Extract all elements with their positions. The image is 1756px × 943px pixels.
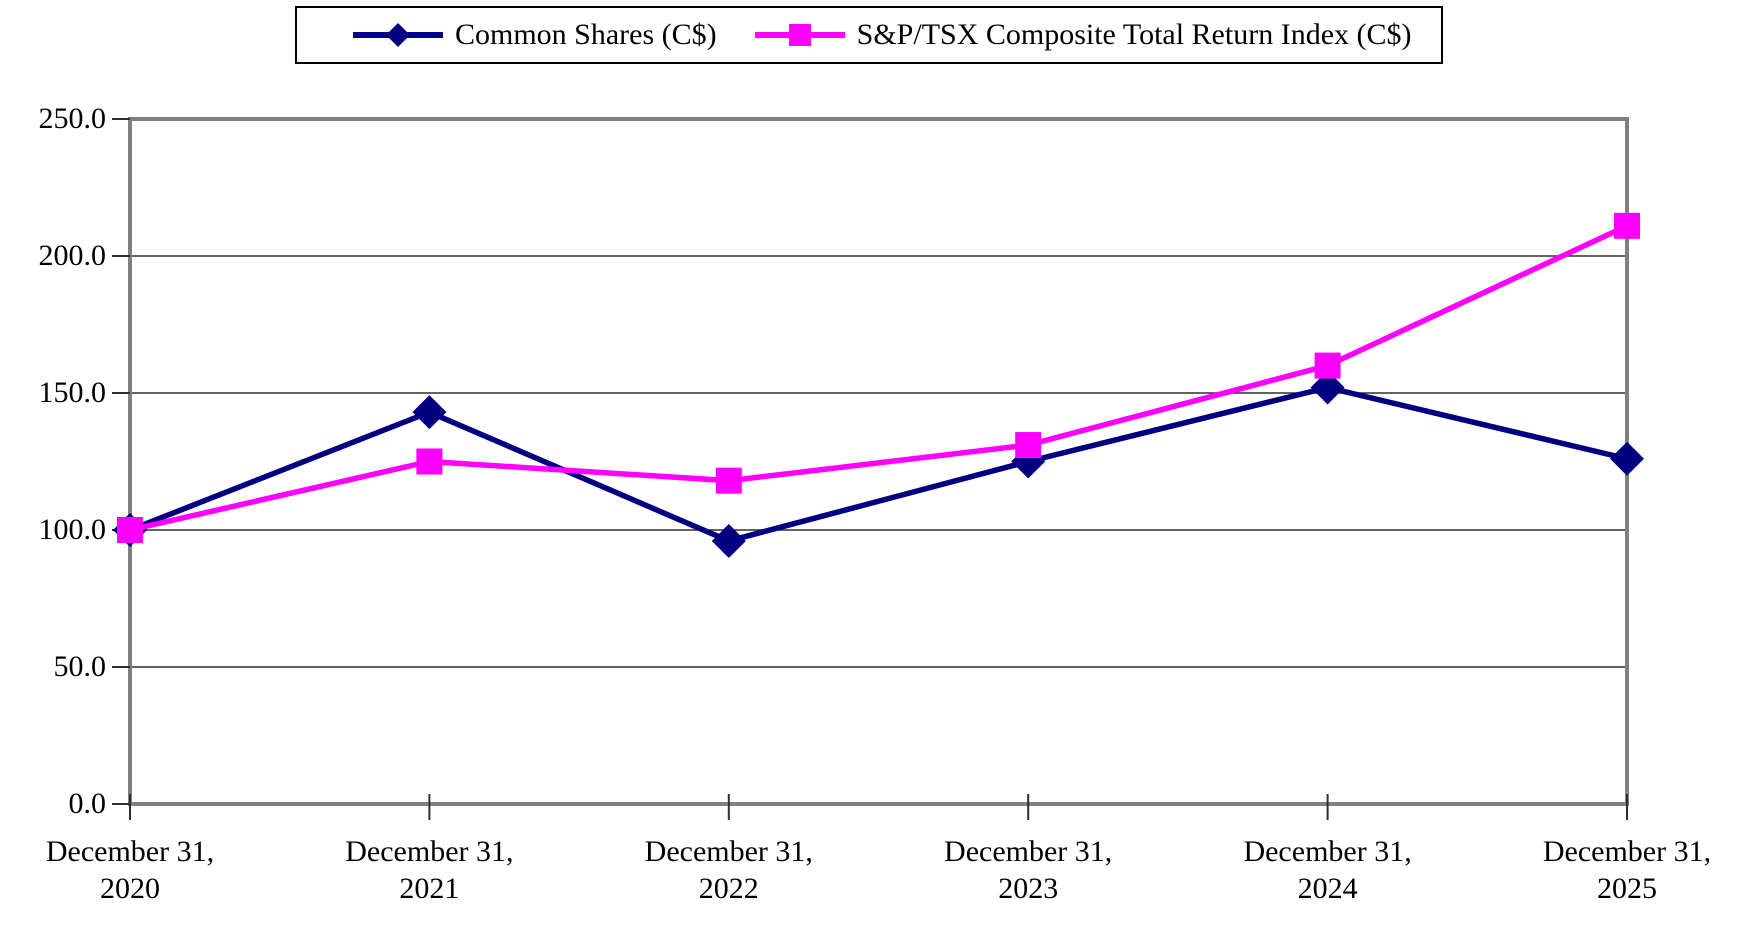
x-tick-label-line1: December 31, [644, 835, 813, 868]
data-point-square [416, 448, 443, 475]
y-tick-label-150.0: 150.0 [38, 376, 107, 409]
x-tick-label-line2: 2021 [399, 872, 460, 905]
x-tick-label-2021: December 31, 2021 [269, 833, 589, 907]
x-tick-label-2020: December 31, 2020 [0, 833, 290, 907]
x-tick-label-2024: December 31, 2024 [1168, 833, 1488, 907]
y-tick-label-0.0: 0.0 [68, 787, 107, 820]
data-point-diamond [711, 523, 746, 558]
x-tick-label-line2: 2020 [100, 872, 160, 905]
x-tick-label-2023: December 31, 2023 [868, 833, 1188, 907]
legend-entry-0: Common Shares (C$) [353, 20, 717, 50]
chart-legend: Common Shares (C$) S&P/TSX Composite Tota… [295, 6, 1443, 64]
x-tick-label-line2: 2024 [1297, 872, 1358, 905]
legend-label-0: Common Shares (C$) [455, 18, 717, 51]
series-line-0 [128, 384, 1628, 544]
y-tick-label-250.0: 250.0 [38, 102, 107, 135]
legend-entry-1: S&P/TSX Composite Total Return Index (C$… [754, 18, 1412, 51]
x-tick-label-2025: December 31, 2025 [1467, 833, 1756, 907]
data-point-square [715, 467, 742, 494]
x-tick-label-line1: December 31, [944, 835, 1113, 868]
data-point-diamond [1310, 370, 1345, 405]
data-point-square [1614, 212, 1640, 239]
data-point-square [1314, 352, 1341, 379]
x-tick-label-line1: December 31, [45, 835, 215, 868]
legend-line-swatch [754, 24, 845, 46]
x-tick-label-line2: 2023 [998, 872, 1059, 905]
series-line-1 [129, 223, 1629, 533]
y-tick-label-100.0: 100.0 [38, 513, 107, 546]
x-tick-label-line1: December 31, [1542, 835, 1712, 868]
x-tick-label-line1: December 31, [1243, 835, 1412, 868]
x-tick-label-line2: 2022 [698, 872, 759, 905]
data-point-square [1015, 432, 1042, 459]
x-tick-label-line2: 2025 [1597, 872, 1657, 905]
x-tick-label-2022: December 31, 2022 [569, 833, 889, 907]
y-tick-label-200.0: 200.0 [38, 239, 107, 272]
legend-square-icon [788, 24, 811, 46]
legend-label-1: S&P/TSX Composite Total Return Index (C$… [856, 18, 1412, 51]
x-tick-label-line1: December 31, [345, 835, 514, 868]
y-tick-label-50.0: 50.0 [53, 650, 107, 683]
data-point-diamond [412, 395, 447, 430]
legend-line-swatch [353, 22, 443, 48]
data-point-square [117, 517, 143, 543]
data-point-diamond [1610, 441, 1644, 476]
